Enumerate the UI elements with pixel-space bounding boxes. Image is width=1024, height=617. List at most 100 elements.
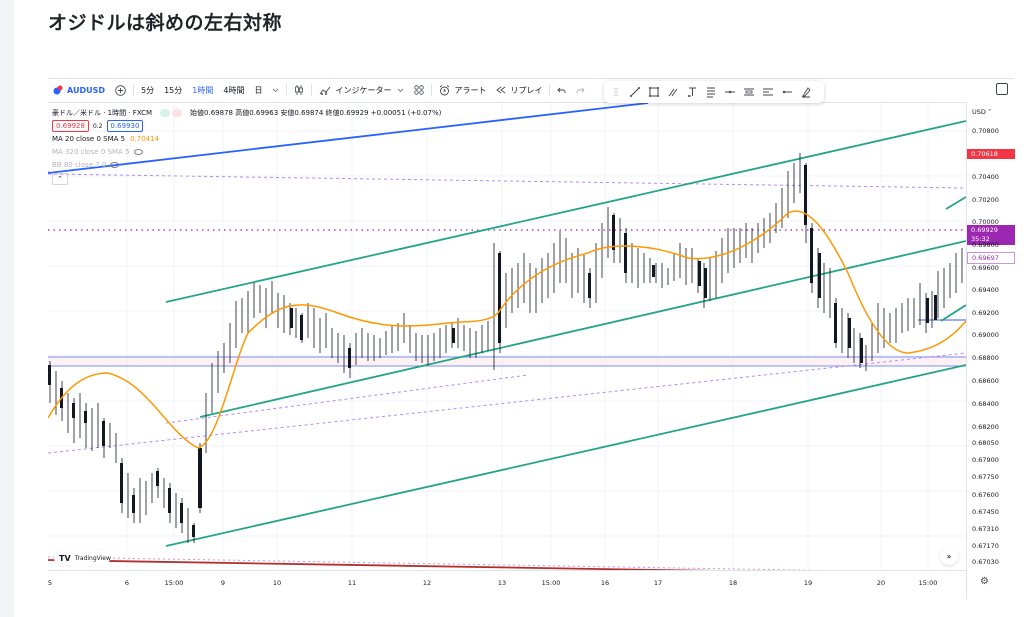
tv-logo-icon: TV xyxy=(59,553,71,563)
price-label: 0.68600 xyxy=(972,377,999,385)
current-price-tag: 0.69929 35:32 xyxy=(967,225,1015,245)
symbol-label: AUDUSD xyxy=(67,85,105,95)
buy-price-button[interactable]: 0.69930 xyxy=(106,120,144,132)
price-label: 0.68400 xyxy=(972,400,999,408)
alarm-clock-icon xyxy=(440,84,450,95)
time-label: 19 xyxy=(803,579,813,587)
replay-icon xyxy=(496,86,506,94)
interval-dropdown[interactable] xyxy=(267,79,284,101)
symbol-button[interactable]: AUDUSD xyxy=(48,79,110,101)
time-label: 9 xyxy=(220,579,226,587)
chart-pane[interactable]: 豪ドル／米ドル · 1時間 · FXCM 始値0.69878 高値0.69963… xyxy=(48,102,966,570)
eye-hidden-icon[interactable] xyxy=(133,149,143,155)
tradingview-widget: AUDUSD 5分 15分 1時間 4時間 日 インジケーター xyxy=(48,78,1015,599)
brush-icon[interactable] xyxy=(665,84,681,100)
redo-button[interactable] xyxy=(571,79,590,101)
time-label: 12 xyxy=(422,579,432,587)
time-label: 17 xyxy=(653,579,663,587)
arrow-left-icon[interactable] xyxy=(779,84,795,100)
templates-button[interactable] xyxy=(409,79,429,101)
fib-icon[interactable] xyxy=(703,84,719,100)
horizontal-ray-icon[interactable] xyxy=(722,84,738,100)
chevron-up-icon: ⌃ xyxy=(57,175,63,183)
time-label: 5 xyxy=(47,579,53,587)
time-label: 15:00 xyxy=(541,579,561,587)
interval-15m[interactable]: 15分 xyxy=(164,85,183,95)
eye-hidden-icon[interactable] xyxy=(110,162,120,168)
indicators-icon xyxy=(320,86,331,95)
price-label: 0.67600 xyxy=(972,491,999,499)
price-label: 0.69800 xyxy=(972,241,999,249)
replay-button[interactable]: リプレイ xyxy=(491,79,547,101)
divider xyxy=(431,84,433,96)
page: オジドルは斜めの左右対称 AUDUSD 5分 15分 1時間 4時間 日 xyxy=(14,0,1024,617)
chart-legend: 豪ドル／米ドル · 1時間 · FXCM 始値0.69878 高値0.69963… xyxy=(52,107,441,185)
bb-label[interactable]: BB 80 close 2 0 xyxy=(52,161,107,169)
double-chevron-right-icon: » xyxy=(946,551,952,561)
fullscreen-icon[interactable] xyxy=(996,83,1008,95)
price-label: 0.70200 xyxy=(972,196,999,204)
ohlc-values: 始値0.69878 高値0.69963 安値0.69874 終値0.69929 … xyxy=(190,109,442,117)
price-label: 0.67750 xyxy=(972,473,999,481)
market-status-badge[interactable] xyxy=(160,109,183,117)
parallel-channel-icon[interactable] xyxy=(741,84,757,100)
scroll-to-realtime-button[interactable]: » xyxy=(940,547,958,565)
chart-type-button[interactable] xyxy=(289,79,309,101)
symbol-logo-icon xyxy=(53,85,63,95)
time-label: 13 xyxy=(497,579,507,587)
chevron-down-icon xyxy=(398,88,404,92)
price-label: 0.69200 xyxy=(972,309,999,317)
legend-collapse-button[interactable]: ⌃ xyxy=(52,173,68,185)
sell-price-button[interactable]: 0.69928 xyxy=(52,120,89,132)
price-label: 0.70000 xyxy=(972,218,999,226)
interval-5m[interactable]: 5分 xyxy=(140,85,155,95)
ask-price-tag: 0.69697 xyxy=(967,252,1015,264)
time-label: 6 xyxy=(124,579,130,587)
spread-value: 0.2 xyxy=(92,122,103,130)
interval-1d[interactable]: 日 xyxy=(254,85,263,95)
eraser-icon[interactable] xyxy=(798,84,814,100)
text-icon[interactable] xyxy=(684,84,700,100)
price-label: 0.67170 xyxy=(972,542,999,550)
time-label: 20 xyxy=(876,579,886,587)
regression-icon[interactable] xyxy=(760,84,776,100)
trend-line-icon[interactable] xyxy=(627,84,643,100)
price-label: 0.67900 xyxy=(972,456,999,464)
ma320-label[interactable]: MA 320 close 0 SMA 5 xyxy=(52,148,130,156)
candles-icon xyxy=(295,85,304,95)
chevron-down-icon xyxy=(273,88,279,92)
drag-handle-icon[interactable] xyxy=(608,84,624,100)
candle-countdown: 35:32 xyxy=(971,235,990,243)
chart-settings-gear-icon[interactable]: ⚙ xyxy=(980,576,989,587)
currency-selector[interactable]: USD ˅ xyxy=(972,108,992,116)
indicators-button[interactable]: インジケーター xyxy=(314,79,409,101)
interval-4h[interactable]: 4時間 xyxy=(223,85,245,95)
plus-circle-icon xyxy=(115,84,126,96)
time-label: 10 xyxy=(272,579,282,587)
price-label: 0.67450 xyxy=(972,508,999,516)
ma20-label[interactable]: MA 20 close 0 SMA 5 xyxy=(52,135,126,143)
time-axis[interactable]: 5 6 15:00 9 10 11 12 13 15:00 16 17 18 1… xyxy=(48,570,966,592)
divider xyxy=(132,84,134,96)
ma-price-tag: 0.70618 xyxy=(967,149,1015,159)
price-label: 0.68050 xyxy=(972,439,999,447)
interval-1h[interactable]: 1時間 xyxy=(192,85,214,95)
tradingview-logo[interactable]: TV TradingView xyxy=(54,550,111,566)
rectangle-icon[interactable] xyxy=(646,84,662,100)
divider xyxy=(549,84,551,96)
price-axis[interactable]: USD ˅ 0.70800 0.70618 0.70400 0.70200 0.… xyxy=(966,102,1015,599)
symbol-title: 豪ドル／米ドル · 1時間 · FXCM xyxy=(52,109,153,117)
redo-icon xyxy=(577,87,586,93)
time-label: 18 xyxy=(728,579,738,587)
price-label: 0.67030 xyxy=(972,558,999,566)
time-label: 11 xyxy=(347,579,357,587)
alert-button[interactable]: アラート xyxy=(434,79,491,101)
price-label: 0.69000 xyxy=(972,331,999,339)
grid-icon xyxy=(414,85,425,95)
divider xyxy=(286,84,288,96)
drawing-toolbar xyxy=(604,81,824,103)
time-label: 16 xyxy=(600,579,610,587)
add-symbol-button[interactable] xyxy=(110,79,131,101)
undo-button[interactable] xyxy=(552,79,571,101)
price-label: 0.69600 xyxy=(972,264,999,272)
